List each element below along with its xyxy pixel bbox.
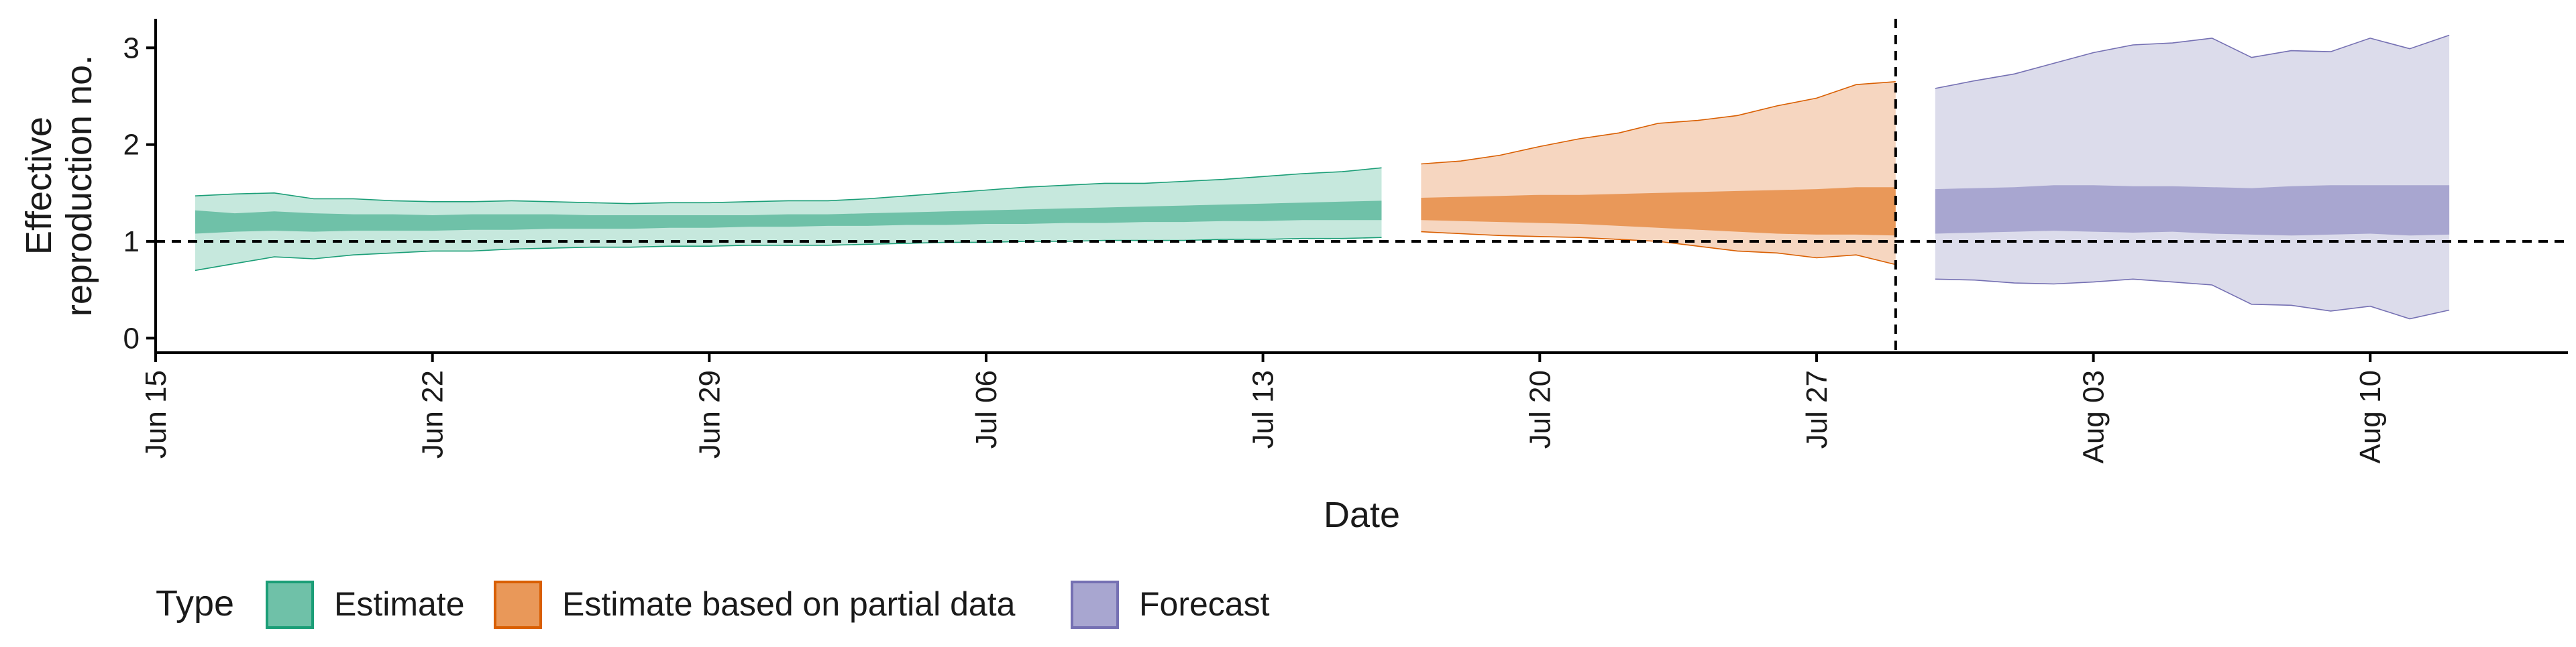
y-axis-title-line: Effective [19, 117, 59, 255]
ribbon-90-lower-line-forecast [1935, 278, 2450, 320]
x-tick-label: Jul 13 [1247, 370, 1280, 449]
x-tick-label: Jul 20 [1523, 370, 1556, 449]
legend-label-estimate-based-on-partial-data: Estimate based on partial data [562, 585, 1016, 623]
ribbon-50-forecast [1935, 185, 2450, 236]
legend-key-estimate-based-on-partial-data [494, 581, 542, 629]
y-tick-label: 3 [123, 32, 140, 64]
legend-key-estimate [266, 581, 314, 629]
ribbon-90-lower-line-estimate [195, 237, 1382, 272]
y-tick-label: 1 [123, 225, 140, 258]
ribbon-90-estimate-based-on-partial-data [1421, 81, 1896, 265]
x-tick-label: Jul 27 [1801, 370, 1833, 449]
ribbon-50-estimate [195, 200, 1382, 234]
y-axis-title-line: reproduction no. [59, 55, 99, 316]
x-axis-title: Date [1324, 495, 1400, 535]
x-tick-label: Jul 06 [970, 370, 1003, 449]
y-tick-label: 2 [123, 129, 140, 162]
legend-label-estimate: Estimate [334, 585, 465, 623]
series-estimate-based-on-partial-data [1421, 81, 1896, 266]
legend-label-forecast: Forecast [1139, 585, 1270, 623]
legend-key-forecast [1071, 581, 1119, 629]
ribbon-90-forecast [1935, 35, 2450, 319]
ribbon-90-upper-line-estimate-based-on-partial-data [1421, 81, 1896, 165]
x-tick-label: Aug 03 [2078, 370, 2110, 463]
x-tick-label: Aug 10 [2354, 370, 2387, 463]
series-forecast [1935, 34, 2450, 320]
legend-title: Type [156, 583, 234, 624]
ribbon-90-upper-line-forecast [1935, 34, 2450, 89]
legend: Type Estimate Estimate based on partial da… [156, 581, 1270, 629]
x-tick-label: Jun 22 [417, 370, 449, 459]
series-estimate [195, 167, 1382, 272]
series-layer [195, 34, 2450, 320]
y-axis-title: Effectivereproduction no. [19, 55, 99, 316]
x-tick-label: Jun 15 [140, 370, 172, 459]
y-tick-label: 0 [123, 322, 140, 355]
ribbon-50-estimate-based-on-partial-data [1421, 187, 1896, 236]
x-tick-label: Jun 29 [693, 370, 726, 459]
ribbon-90-upper-line-estimate [195, 167, 1382, 204]
